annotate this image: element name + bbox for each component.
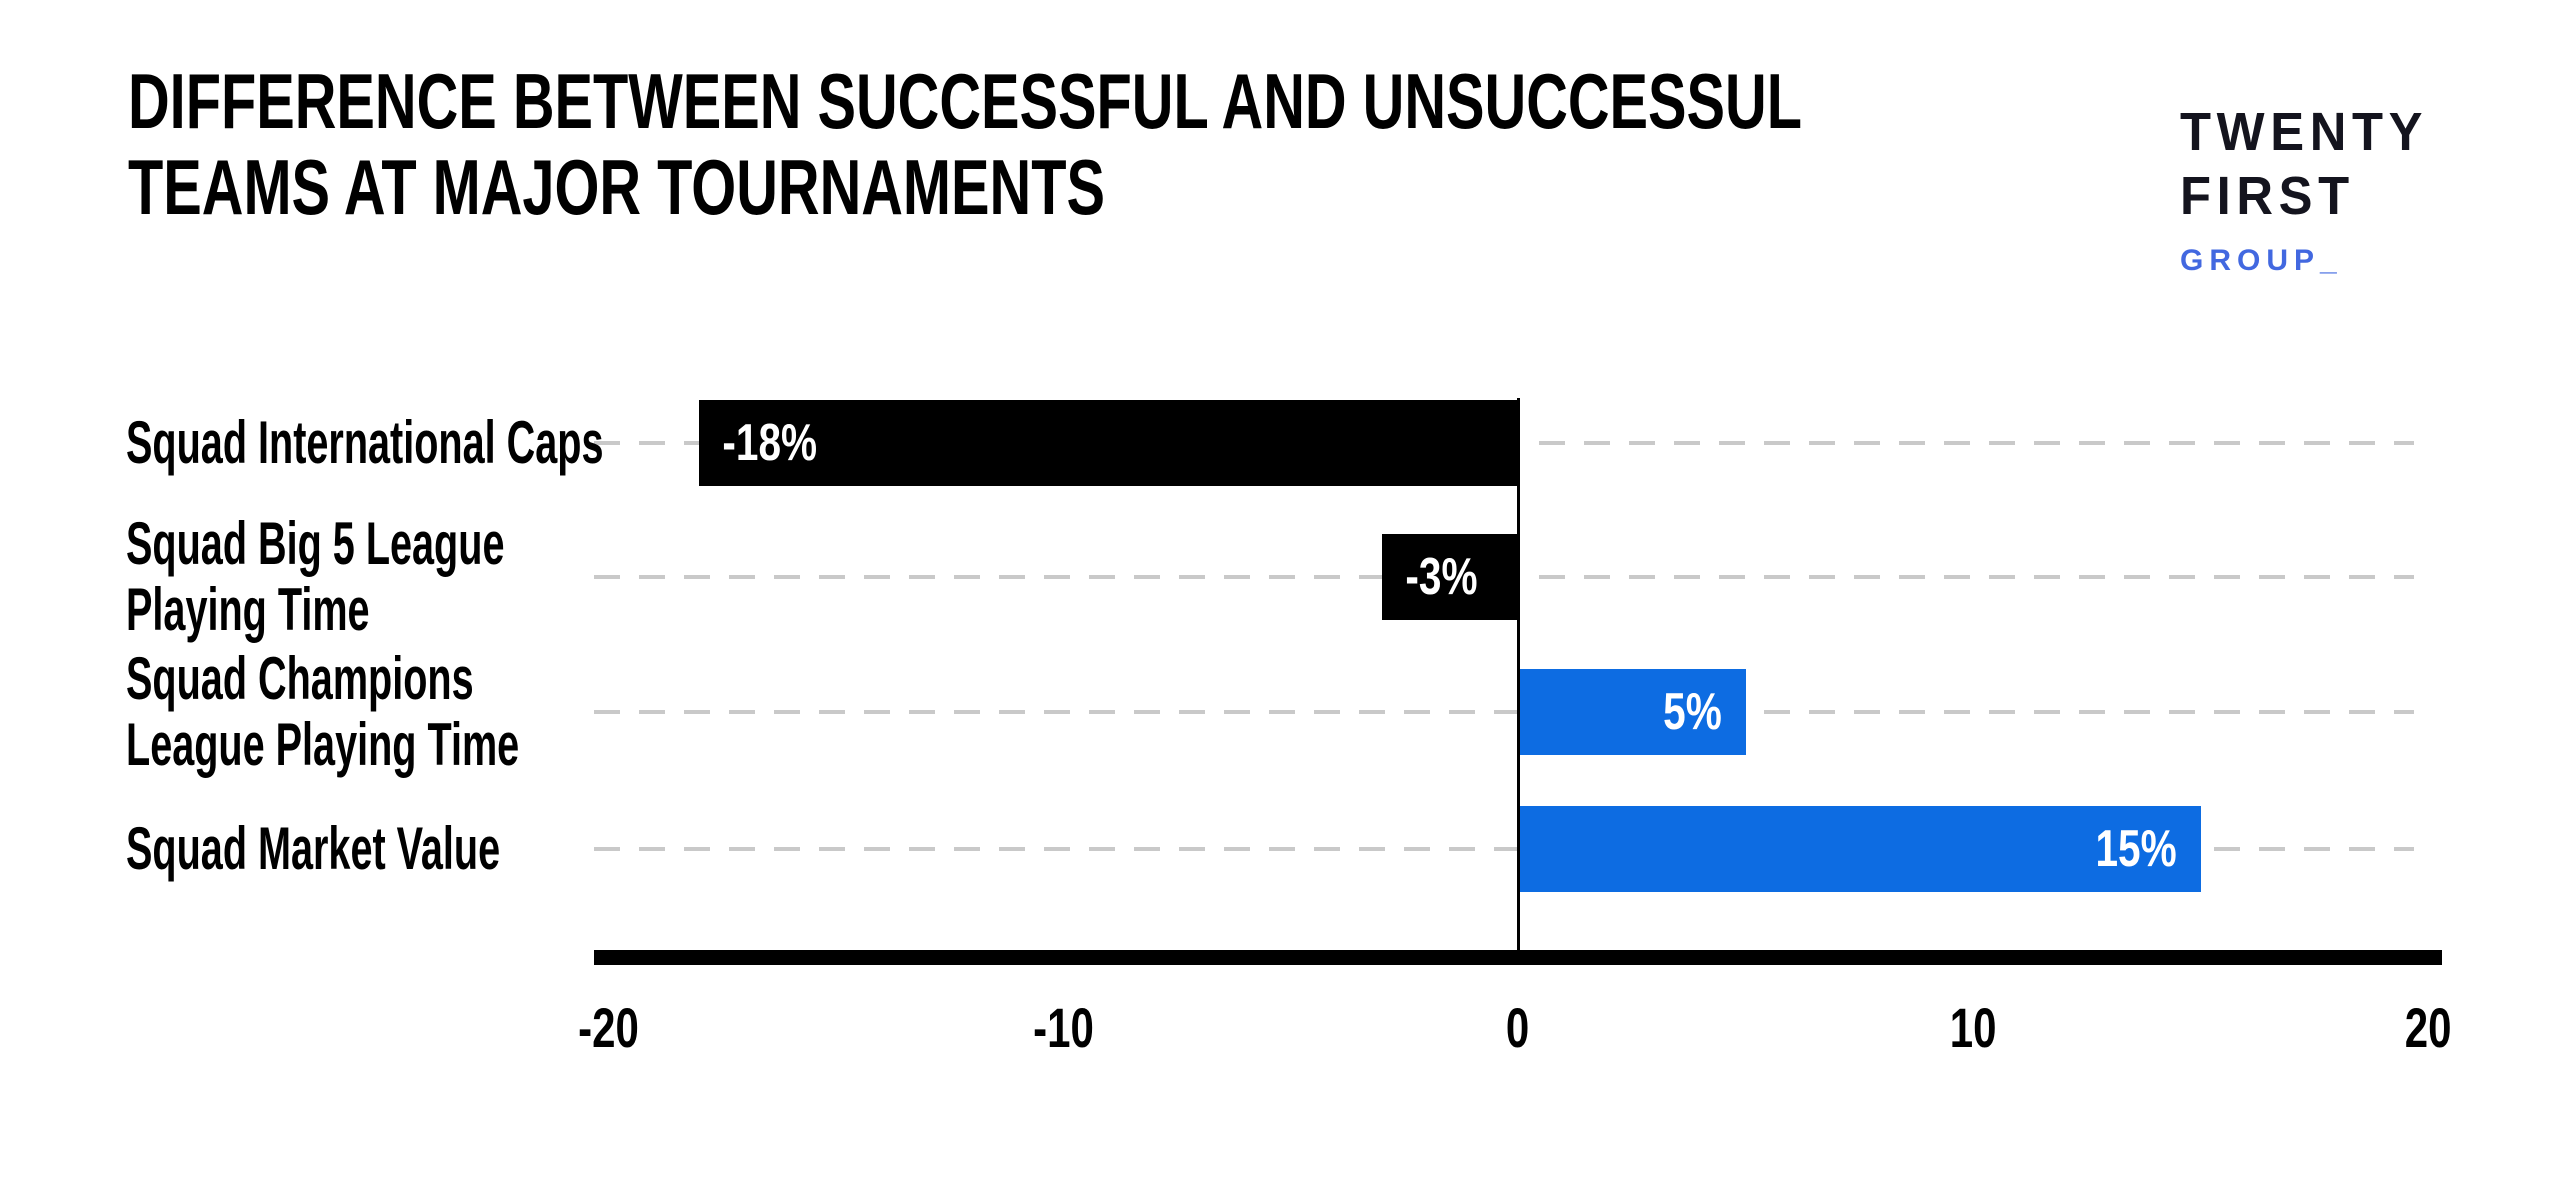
category-label: Squad International Caps: [126, 410, 849, 509]
logo-word-group: GROUP_: [2180, 244, 2343, 277]
category-label: Squad Big 5 League Playing Time: [126, 511, 699, 709]
logo-word-first: FIRST: [2180, 166, 2355, 226]
bar: -3%: [1381, 534, 1518, 620]
category-label: Squad Champions League Playing Time: [126, 646, 722, 844]
x-axis-line: [594, 950, 2442, 965]
bar-value-label: 5%: [1663, 683, 1723, 741]
bar: -18%: [699, 400, 1518, 486]
logo-word-twenty: TWENTY: [2180, 102, 2429, 162]
x-tick-label-text: 0: [1506, 996, 1530, 1059]
zero-baseline: [1517, 398, 1520, 952]
category-label: Squad Market Value: [126, 816, 693, 915]
row-gridline: [594, 847, 2414, 851]
x-tick-label: 0: [1438, 998, 1598, 1058]
x-tick-label: -10: [983, 998, 1143, 1058]
x-tick-label: -20: [528, 998, 688, 1058]
x-tick-label-text: -20: [577, 996, 639, 1059]
bar-value-label: -3%: [1404, 548, 1478, 606]
bar-value-label: 15%: [2095, 820, 2178, 878]
x-tick-label: 10: [1893, 998, 2053, 1058]
bar: 15%: [1518, 806, 2201, 892]
category-label-text: Squad Champions League Playing Time: [126, 645, 520, 778]
chart-title: DIFFERENCE BETWEEN SUCCESSFUL AND UNSUCC…: [128, 57, 1802, 231]
category-label-text: Squad Market Value: [126, 815, 501, 882]
category-label-text: Squad International Caps: [126, 409, 604, 476]
bar-value-label: -18%: [722, 414, 818, 472]
row-gridline: [594, 710, 2414, 714]
x-tick-label-text: -10: [1032, 996, 1094, 1059]
brand-logo: TWENTY FIRST GROUP_: [2180, 100, 2444, 278]
category-label-text: Squad Big 5 League Playing Time: [126, 510, 505, 643]
x-tick-label-text: 20: [2404, 996, 2452, 1059]
bar: 5%: [1518, 669, 1746, 755]
x-tick-label: 20: [2348, 998, 2508, 1058]
x-tick-label-text: 10: [1949, 996, 1997, 1059]
